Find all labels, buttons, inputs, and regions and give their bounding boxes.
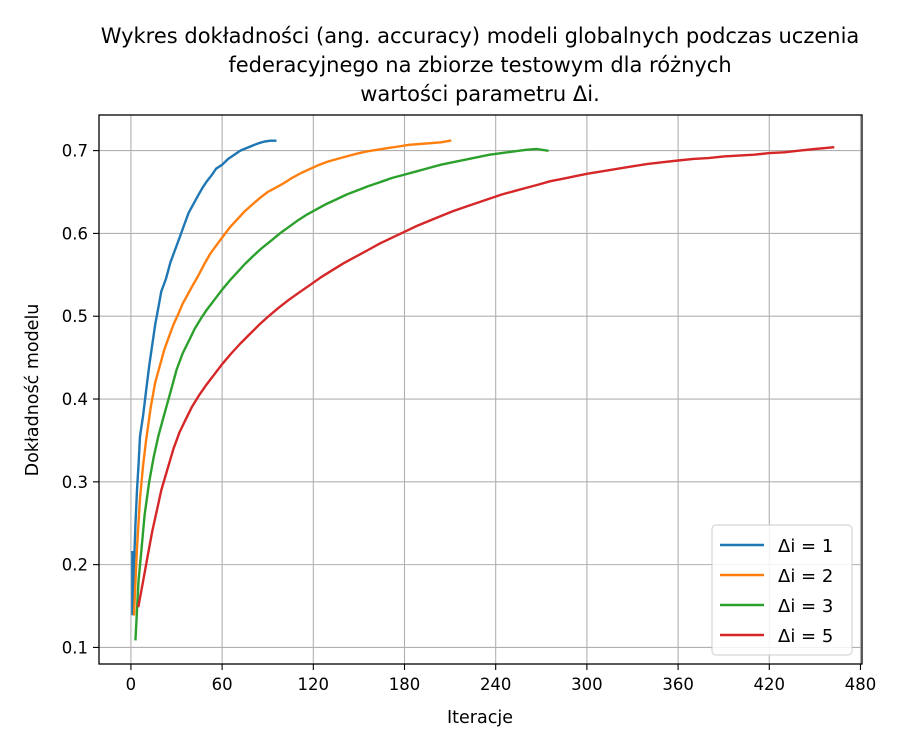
x-tick-label: 420 [754, 675, 786, 694]
x-tick-label: 240 [480, 675, 512, 694]
x-tick-label: 120 [298, 675, 330, 694]
y-tick-label: 0.6 [62, 224, 88, 243]
x-tick-label: 480 [845, 675, 877, 694]
y-axis-ticks: 0.1 0.2 0.3 0.4 0.5 0.6 0.7 [62, 142, 99, 657]
x-tick-label: 300 [571, 675, 603, 694]
series-line-3 [134, 147, 549, 641]
legend-label: Δi = 5 [778, 626, 833, 647]
y-tick-label: 0.3 [62, 473, 88, 492]
title-line-3: wartości parametru Δi. [360, 82, 600, 106]
x-tick-label: 180 [389, 675, 421, 694]
series-lines [131, 139, 835, 641]
title-line-1: Wykres dokładności (ang. accuracy) model… [101, 24, 860, 48]
legend: Δi = 1 Δi = 2 Δi = 3 Δi = 5 [711, 524, 853, 656]
y-tick-label: 0.7 [62, 142, 88, 161]
x-axis-ticks: 0 60 120 180 240 300 360 420 480 [126, 664, 877, 694]
y-tick-label: 0.2 [62, 556, 88, 575]
x-tick-label: 360 [662, 675, 694, 694]
x-tick-label: 60 [212, 675, 233, 694]
series-line-1 [131, 139, 277, 616]
y-tick-label: 0.1 [62, 638, 88, 657]
series-line-4 [137, 145, 835, 608]
y-tick-label: 0.5 [62, 307, 88, 326]
y-axis-label: Dokładność modelu [23, 304, 43, 477]
legend-label: Δi = 3 [778, 596, 833, 617]
series-line-2 [132, 139, 452, 616]
plot-frame [98, 114, 863, 665]
y-tick-label: 0.4 [62, 390, 88, 409]
legend-label: Δi = 1 [778, 536, 833, 557]
x-axis-label: Iteracje [447, 708, 513, 728]
title-line-2: federacyjnego na zbiorze testowym dla ró… [228, 53, 731, 77]
legend-box [711, 524, 853, 656]
x-tick-label: 0 [126, 675, 137, 694]
chart-title: Wykres dokładności (ang. accuracy) model… [101, 24, 860, 106]
legend-label: Δi = 2 [778, 566, 833, 587]
